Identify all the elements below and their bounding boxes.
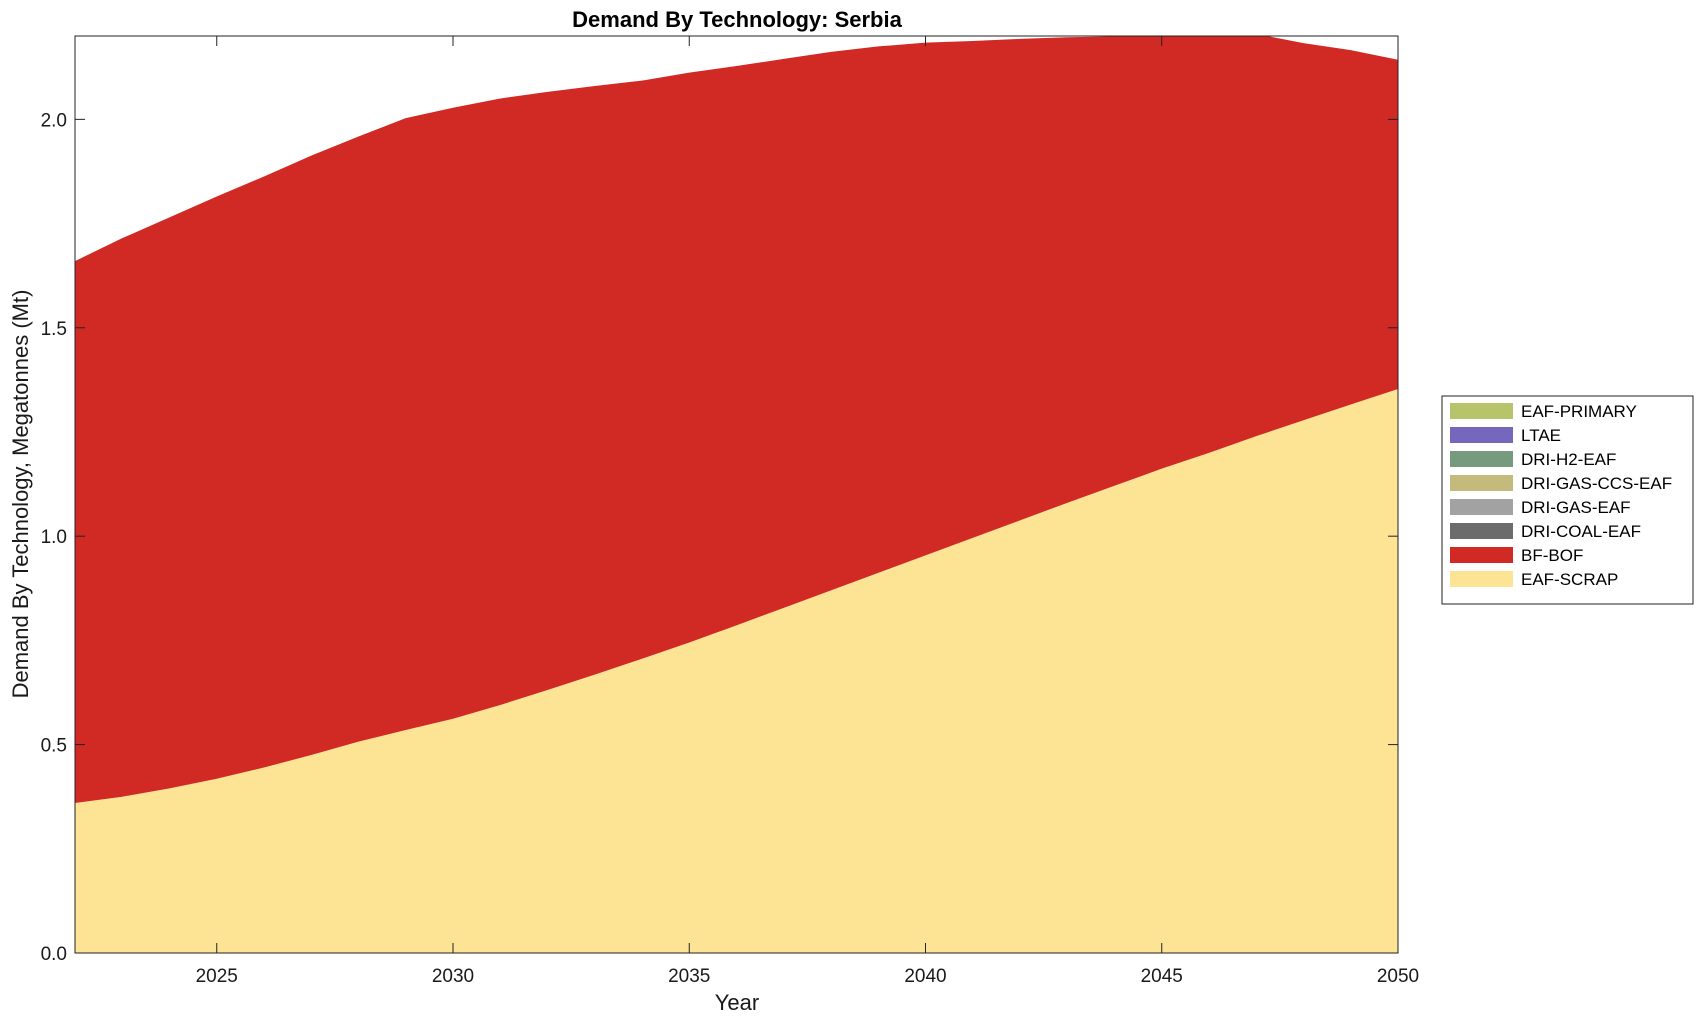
legend-label-bf-bof: BF-BOF: [1521, 546, 1583, 565]
y-axis-label: Demand By Technology, Megatonnes (Mt): [8, 290, 33, 699]
x-tick-label: 2050: [1377, 966, 1419, 987]
legend-label-eaf-scrap: EAF-SCRAP: [1521, 570, 1618, 589]
legend-label-dri-gas-ccs-eaf: DRI-GAS-CCS-EAF: [1521, 474, 1672, 493]
legend-label-ltae: LTAE: [1521, 426, 1561, 445]
x-tick-label: 2030: [432, 966, 474, 987]
y-tick-label: 1.0: [41, 527, 67, 548]
x-tick-label: 2025: [196, 966, 238, 987]
x-tick-label: 2045: [1141, 966, 1183, 987]
y-tick-label: 2.0: [41, 110, 67, 131]
legend-swatch-ltae: [1450, 427, 1513, 443]
chart-title: Demand By Technology: Serbia: [572, 7, 902, 32]
x-axis-label: Year: [715, 990, 759, 1015]
plot-frame: [74, 35, 1399, 954]
y-tick-label: 1.5: [41, 319, 67, 340]
y-tick-label: 0.0: [41, 944, 67, 965]
x-axis: 2025 2030 2035 2040 2045 2050: [196, 36, 1419, 987]
area-eaf-scrap: [75, 389, 1398, 953]
legend-swatch-dri-gas-ccs-eaf: [1450, 475, 1513, 491]
legend-label-dri-h2-eaf: DRI-H2-EAF: [1521, 450, 1616, 469]
series-areas: [75, 36, 1398, 953]
legend-label-dri-coal-eaf: DRI-COAL-EAF: [1521, 522, 1641, 541]
legend-label-eaf-primary: EAF-PRIMARY: [1521, 402, 1637, 421]
legend-label-dri-gas-eaf: DRI-GAS-EAF: [1521, 498, 1631, 517]
legend-swatch-eaf-primary: [1450, 403, 1513, 419]
y-tick-label: 0.5: [41, 736, 67, 757]
legend-swatch-dri-h2-eaf: [1450, 451, 1513, 467]
legend-swatch-dri-coal-eaf: [1450, 523, 1513, 539]
x-tick-label: 2040: [904, 966, 946, 987]
legend-swatch-eaf-scrap: [1450, 571, 1513, 587]
legend-swatch-bf-bof: [1450, 547, 1513, 563]
legend-swatch-dri-gas-eaf: [1450, 499, 1513, 515]
y-axis: 0.0 0.5 1.0 1.5 2.0: [41, 110, 1398, 965]
legend: EAF-PRIMARY LTAE DRI-H2-EAF DRI-GAS-CCS-EAF…: [1441, 395, 1694, 605]
x-tick-label: 2035: [668, 966, 710, 987]
area-bf-bof: [75, 36, 1398, 803]
